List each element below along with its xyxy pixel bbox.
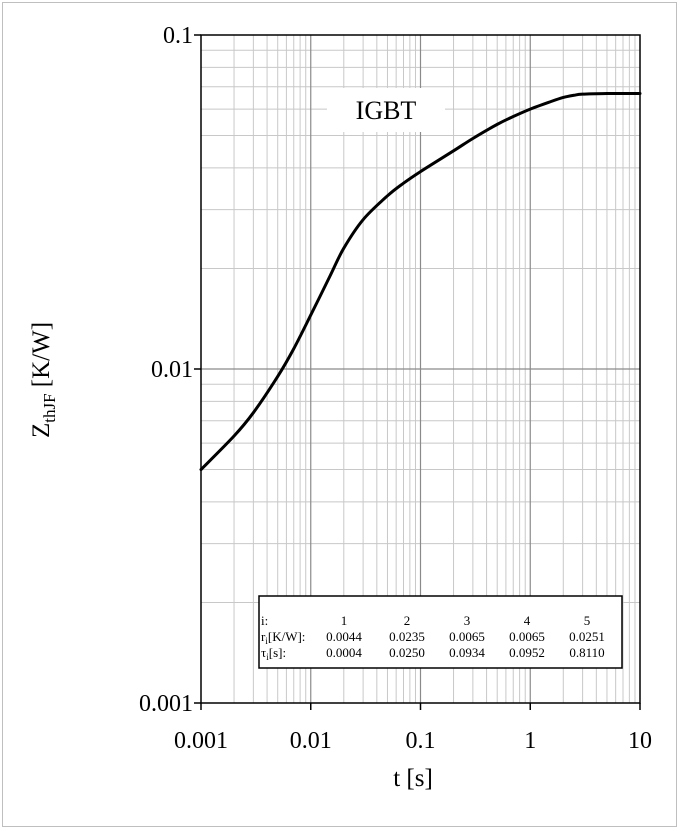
table-value-cell: 0.0934 bbox=[449, 645, 485, 660]
table-header-cell: 3 bbox=[464, 613, 471, 628]
table-value-cell: 0.0065 bbox=[509, 629, 545, 644]
y-axis-title-unit: [K/W] bbox=[28, 322, 55, 394]
table-row-label: ri[K/W]: bbox=[261, 629, 305, 646]
parameter-table-border bbox=[258, 595, 623, 669]
table-value-cell: 0.0004 bbox=[326, 645, 362, 660]
table-value-cell: 0.0044 bbox=[326, 629, 362, 644]
table-header-cell: 1 bbox=[341, 613, 348, 628]
major-grid bbox=[201, 35, 640, 703]
y-axis-title-main: Z bbox=[28, 423, 55, 438]
igbt-label-box: IGBT bbox=[327, 88, 445, 132]
x-tick-label: 1 bbox=[524, 728, 536, 754]
table-value-cell: 0.0952 bbox=[509, 645, 545, 660]
table-value-cell: 0.8110 bbox=[569, 645, 604, 660]
table-row-label: τi[s]: bbox=[261, 645, 286, 662]
y-tick-label: 0.01 bbox=[151, 357, 193, 383]
y-axis-title-sub: thJF bbox=[40, 393, 59, 422]
x-axis-title: t [s] bbox=[393, 765, 433, 792]
x-tick-label: 0.01 bbox=[290, 728, 332, 754]
x-tick-label: 0.1 bbox=[406, 728, 436, 754]
table-header-cell: i: bbox=[261, 613, 268, 628]
table-value-cell: 0.0250 bbox=[389, 645, 425, 660]
igbt-label: IGBT bbox=[356, 96, 417, 125]
y-axis-ticks bbox=[194, 34, 201, 704]
x-tick-label: 0.001 bbox=[174, 728, 228, 754]
x-axis-ticks bbox=[200, 703, 641, 710]
parameter-table: i: 1 2 3 4 5ri[K/W]: 0.0044 0.0235 0.0065 0.0065 0… bbox=[258, 595, 623, 669]
zth-curve bbox=[199, 91, 642, 472]
table-header-cell: 2 bbox=[404, 613, 411, 628]
table-value-cell: 0.0251 bbox=[569, 629, 605, 644]
y-axis-title: ZthJF [K/W] bbox=[28, 322, 59, 438]
y-tick-label: 0.001 bbox=[139, 691, 193, 717]
y-tick-label: 0.1 bbox=[163, 23, 193, 49]
table-header-cell: 5 bbox=[584, 613, 591, 628]
table-header-cell: 4 bbox=[524, 613, 531, 628]
x-tick-label: 10 bbox=[628, 728, 652, 754]
table-value-cell: 0.0235 bbox=[389, 629, 425, 644]
table-value-cell: 0.0065 bbox=[449, 629, 485, 644]
